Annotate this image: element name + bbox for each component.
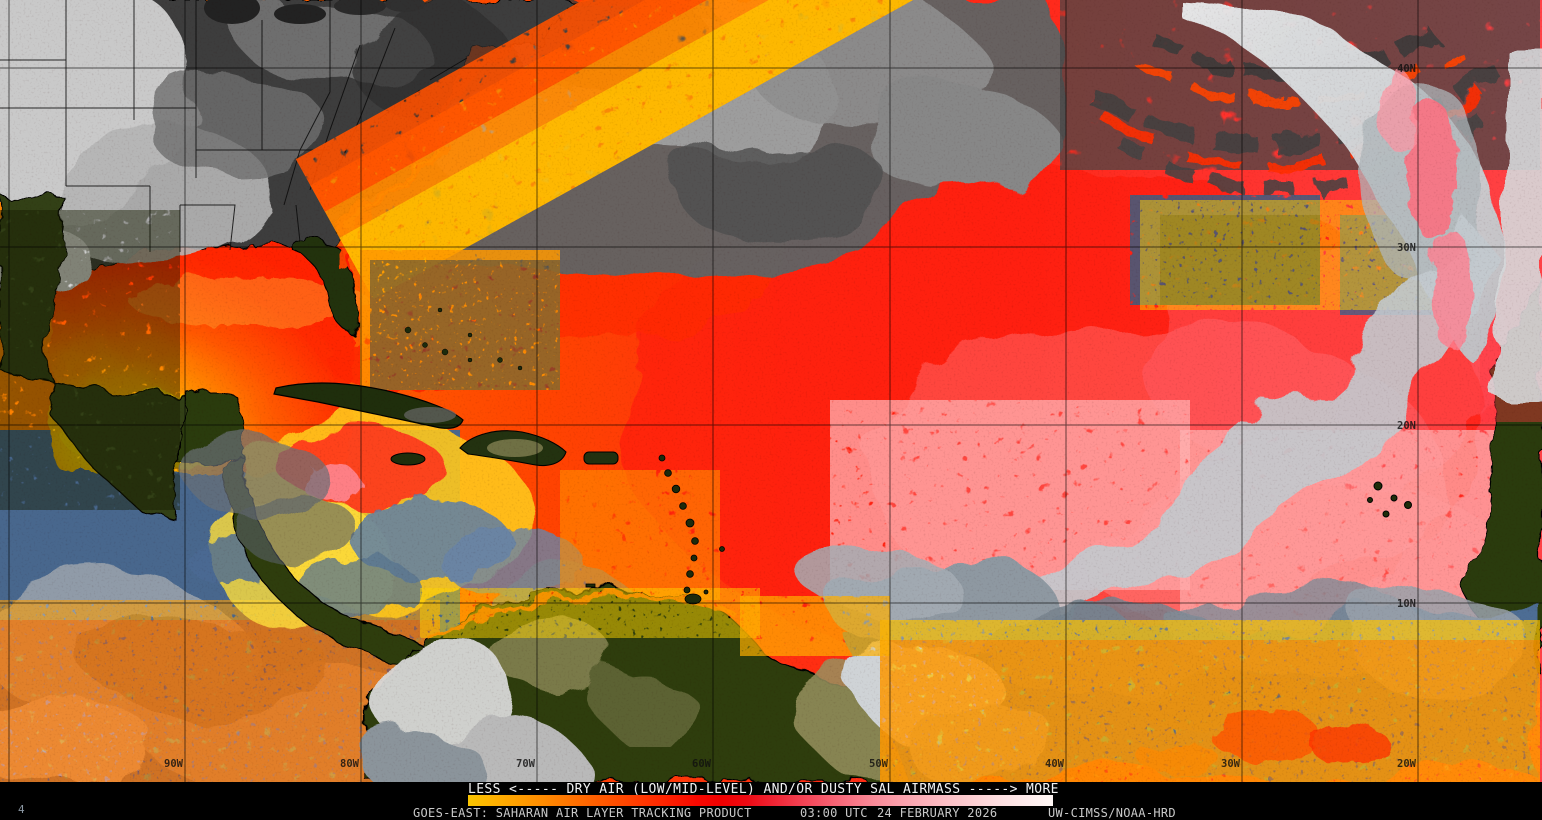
dry-air-colorbar bbox=[468, 795, 1053, 806]
satellite-map: 40N 30N 20N 10N 90W 80W 70W 60W 50W 40W … bbox=[0, 0, 1542, 782]
product-credit: UW-CIMSS/NOAA-HRD bbox=[1048, 806, 1176, 820]
product-date: 24 FEBRUARY 2026 bbox=[877, 806, 998, 820]
legend-text: LESS <----- DRY AIR (LOW/MID-LEVEL) AND/… bbox=[468, 782, 1059, 797]
image-grain-overlay bbox=[0, 0, 1542, 782]
product-time: 03:00 UTC bbox=[800, 806, 868, 820]
corner-mark: 4 bbox=[18, 803, 25, 816]
footer-bar: 4 LESS <----- DRY AIR (LOW/MID-LEVEL) AN… bbox=[0, 782, 1542, 820]
product-title: GOES-EAST: SAHARAN AIR LAYER TRACKING PR… bbox=[413, 806, 752, 820]
product-info-line: GOES-EAST: SAHARAN AIR LAYER TRACKING PR… bbox=[0, 806, 1542, 820]
